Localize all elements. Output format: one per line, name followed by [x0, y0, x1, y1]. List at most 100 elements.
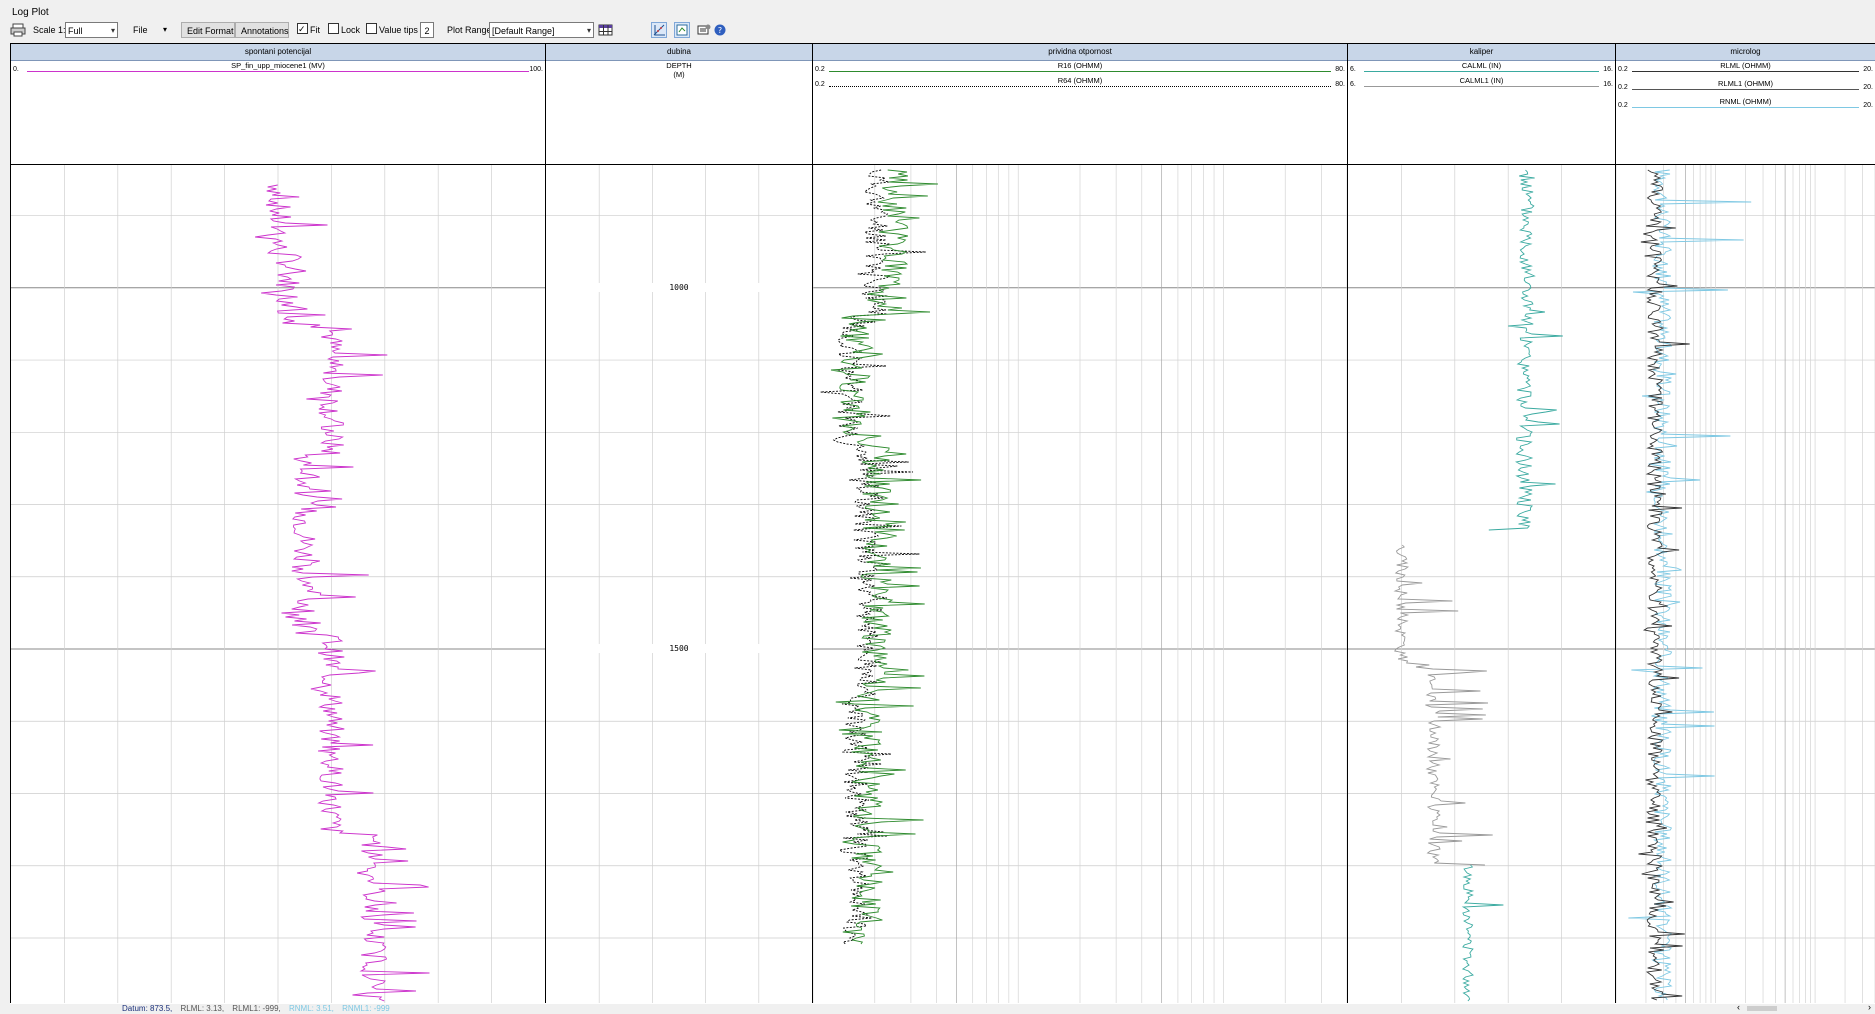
track-caliper: kaliper CALML (IN) 6. 16. CALML1 (IN) 6.…: [1347, 44, 1615, 1003]
lock-label: Lock: [341, 25, 361, 35]
file-dropdown-icon[interactable]: ▾: [163, 25, 168, 34]
track-body[interactable]: [813, 165, 1347, 1003]
toolbar: Scale 1: Full ▾ File ▾ Edit Format Annot…: [0, 20, 1875, 42]
grid-lines: [813, 165, 1347, 1003]
track-sp: spontani potencijal SP_fin_upp_miocene1 …: [10, 44, 545, 1003]
scale-max: 20.: [1863, 84, 1873, 91]
lock-checkbox-box[interactable]: [328, 23, 339, 34]
horizontal-scrollbar[interactable]: ‹ ›: [1735, 1002, 1875, 1014]
plot-range-value: [Default Range]: [492, 26, 555, 36]
value-tips-number[interactable]: 2: [420, 22, 434, 38]
scale-min: 6.: [1350, 81, 1356, 88]
scale-value: Full: [68, 26, 83, 36]
track-curves: [1393, 169, 1563, 1002]
track-title: spontani potencijal: [11, 44, 545, 61]
scale-max: 100.: [529, 66, 543, 73]
scale-line: [27, 71, 529, 72]
scale-max: 16.: [1603, 81, 1613, 88]
rlml-curve: [1638, 169, 1690, 1001]
table-icon[interactable]: [598, 22, 614, 38]
fit-checkbox[interactable]: Fit: [297, 21, 320, 38]
settings-icon[interactable]: [696, 22, 712, 38]
value-tips-checkbox-box[interactable]: [366, 23, 377, 34]
calml1-curve: [1393, 544, 1493, 866]
track-title: microlog: [1616, 44, 1875, 61]
print-icon[interactable]: [10, 22, 26, 38]
scale-line: [829, 86, 1331, 87]
scale-max: 80.: [1335, 66, 1345, 73]
zoom-icon[interactable]: [674, 22, 690, 38]
track-grid: [1348, 165, 1615, 1003]
scale-min: 0.2: [1618, 84, 1628, 91]
depth-label: 1500: [546, 644, 812, 654]
grid-lines: [1616, 165, 1875, 1003]
scale-min: 0.2: [1618, 66, 1628, 73]
curve-name: RNML (OHMM): [1719, 97, 1772, 106]
depth-label: 1000: [546, 282, 812, 292]
fit-checkbox-box[interactable]: [297, 21, 308, 37]
track-grid: [813, 165, 1347, 1003]
scale-line: [1364, 86, 1599, 87]
depth-header-name: DEPTH: [666, 61, 692, 70]
track-title: dubina: [546, 44, 812, 61]
track-depth: dubina DEPTH (M) 1000 1500: [545, 44, 812, 1003]
track-curves: [255, 184, 430, 1002]
scroll-thumb[interactable]: [1747, 1006, 1777, 1011]
track-curves: [1628, 169, 1752, 1001]
annotations-button[interactable]: Annotations: [235, 22, 289, 38]
curve-name: CALML (IN): [1461, 61, 1502, 70]
scale-max: 20.: [1863, 102, 1873, 109]
track-body[interactable]: 1000 1500: [546, 165, 812, 1003]
track-header: R16 (OHMM) 0.2 80. R64 (OHMM) 0.2 80.: [813, 61, 1347, 165]
track-microlog: microlog RLML (OHMM) 0.2 20. RLML1 (OHMM…: [1615, 44, 1875, 1003]
rnml-curve: [1628, 169, 1752, 1001]
scale-max: 80.: [1335, 81, 1345, 88]
scale-line: [829, 71, 1331, 72]
scale-min: 0.2: [815, 66, 825, 73]
value-tips-checkbox[interactable]: Value tips: [366, 22, 418, 38]
status-bar: Datum: 873.5, RLML: 3.13, RLML1: -999, R…: [0, 1003, 1875, 1014]
track-header: RLML (OHMM) 0.2 20. RLML1 (OHMM) 0.2 20.…: [1616, 61, 1875, 165]
scroll-right-icon[interactable]: ›: [1868, 1002, 1871, 1012]
calml-curve: [1488, 169, 1563, 531]
curve-name: R64 (OHMM): [1057, 76, 1103, 85]
status-datum: Datum: 873.5,: [122, 1004, 173, 1013]
lock-checkbox[interactable]: Lock: [328, 22, 360, 38]
file-menu[interactable]: File: [133, 25, 148, 35]
grid-lines: [11, 165, 545, 1003]
track-grid: [1616, 165, 1875, 1003]
scale-select[interactable]: Full ▾: [65, 22, 118, 38]
value-tips-label: Value tips: [379, 25, 418, 35]
edit-format-button[interactable]: Edit Format: [181, 22, 235, 38]
track-body[interactable]: [1616, 165, 1875, 1003]
track-curves: [820, 169, 938, 945]
track-body[interactable]: [1348, 165, 1615, 1003]
curve-name: SP_fin_upp_miocene1 (MV): [231, 61, 325, 70]
track-title: prividna otpornost: [813, 44, 1347, 61]
track-resistivity: prividna otpornost R16 (OHMM) 0.2 80. R6…: [812, 44, 1347, 1003]
scale-min: 6.: [1350, 66, 1356, 73]
track-header: CALML (IN) 6. 16. CALML1 (IN) 6. 16.: [1348, 61, 1615, 165]
curve-name: CALML1 (IN): [1459, 76, 1504, 85]
scroll-left-icon[interactable]: ‹: [1737, 1002, 1740, 1012]
scale-line: [1364, 71, 1599, 72]
r16-curve: [830, 169, 938, 945]
plot-range-select[interactable]: [Default Range] ▾: [489, 22, 594, 38]
curve-name: RLML1 (OHMM): [1717, 79, 1773, 88]
track-body[interactable]: [11, 165, 545, 1003]
crossplot-icon[interactable]: [651, 22, 667, 38]
chevron-down-icon: ▾: [586, 26, 591, 35]
scale-min: 0.: [13, 66, 19, 73]
scale-line: [1632, 71, 1859, 72]
fit-label: Fit: [310, 25, 320, 35]
status-rlml: RLML: 3.13,: [180, 1004, 225, 1013]
scale-line: [1632, 89, 1859, 90]
scale-min: 0.2: [815, 81, 825, 88]
chevron-down-icon: ▾: [110, 26, 115, 35]
sp-curve: [255, 184, 430, 1002]
calml-lower-curve: [1461, 864, 1504, 1002]
scale-min: 0.2: [1618, 102, 1628, 109]
help-icon[interactable]: ?: [712, 22, 728, 38]
plot-range-label: Plot Range: [447, 25, 492, 35]
status-rnml: RNML: 3.51,: [289, 1004, 334, 1013]
